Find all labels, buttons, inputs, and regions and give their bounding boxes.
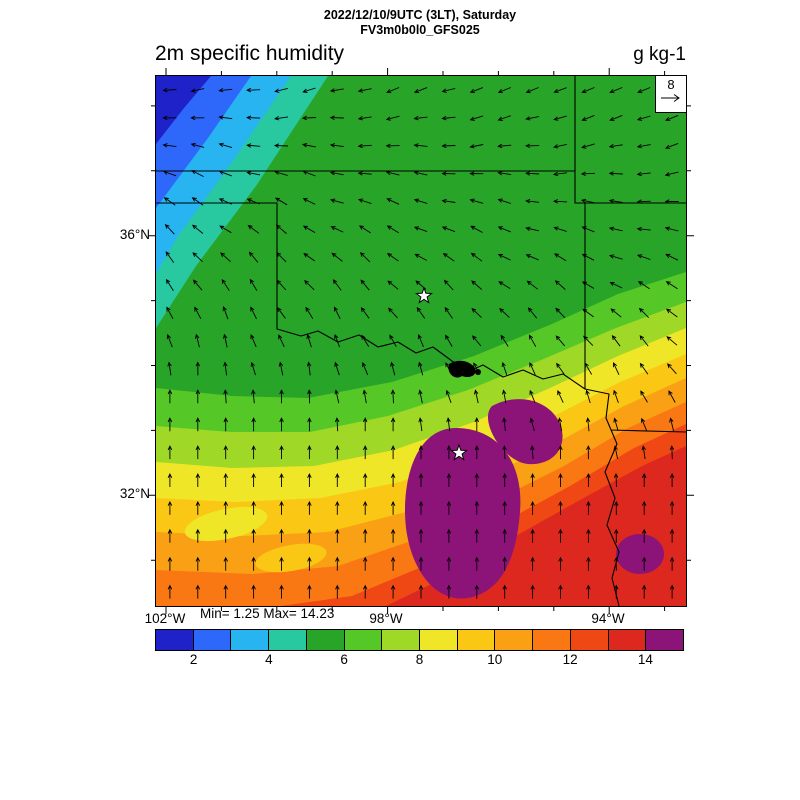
axis-ticks — [148, 68, 694, 614]
city-stars — [415, 286, 468, 461]
reference-vector-box: 8 — [655, 76, 686, 113]
units-label: g kg-1 — [633, 44, 686, 65]
map-canvas — [148, 68, 694, 614]
colorbar-segments — [156, 630, 684, 650]
lon-label-98w: 98°W — [369, 611, 403, 626]
lon-label-102w: 102°W — [144, 611, 186, 626]
lat-label-32n: 32°N — [119, 486, 150, 501]
reference-vector-arrow — [661, 94, 680, 102]
wind-vectors — [162, 87, 679, 599]
colorbar: 2 4 6 8 10 12 14 — [155, 629, 684, 667]
minmax-label: Min= 1.25 Max= 14.23 — [200, 606, 335, 621]
datetime-title: 2022/12/10/9UTC (3LT), Saturday — [323, 8, 517, 22]
map-frame: 8 — [148, 68, 694, 614]
model-title: FV3m0b0l0_GFS025 — [360, 23, 480, 37]
field-title: 2m specific humidity — [155, 42, 345, 65]
reference-vector-value: 8 — [667, 77, 675, 92]
lon-label-94w: 94°W — [591, 611, 625, 626]
lat-label-36n: 36°N — [119, 227, 150, 242]
